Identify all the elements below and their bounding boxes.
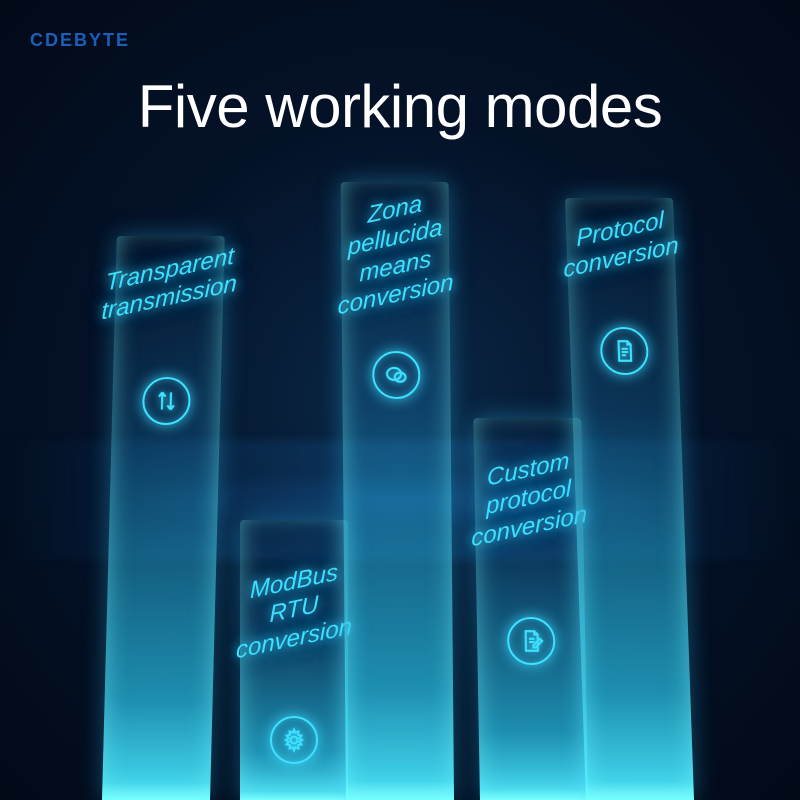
gear-icon xyxy=(269,715,319,765)
doc-edit-icon xyxy=(506,616,557,666)
beam-transparent: Transparent transmission xyxy=(102,236,225,800)
page-title: Five working modes xyxy=(0,72,800,141)
brand-logo: CDEBYTE xyxy=(30,30,130,51)
doc-icon xyxy=(598,326,650,376)
beam-custom: Custom protocol conversion xyxy=(473,418,588,800)
bubble-icon xyxy=(371,350,421,400)
beam-modbus: ModBus RTU conversion xyxy=(240,520,348,800)
beam-protocol: Protocol conversion xyxy=(565,198,694,800)
beam-body xyxy=(565,198,694,800)
arrows-icon xyxy=(141,376,192,426)
beam-zona: Zona pellucida means conversion xyxy=(341,182,454,800)
